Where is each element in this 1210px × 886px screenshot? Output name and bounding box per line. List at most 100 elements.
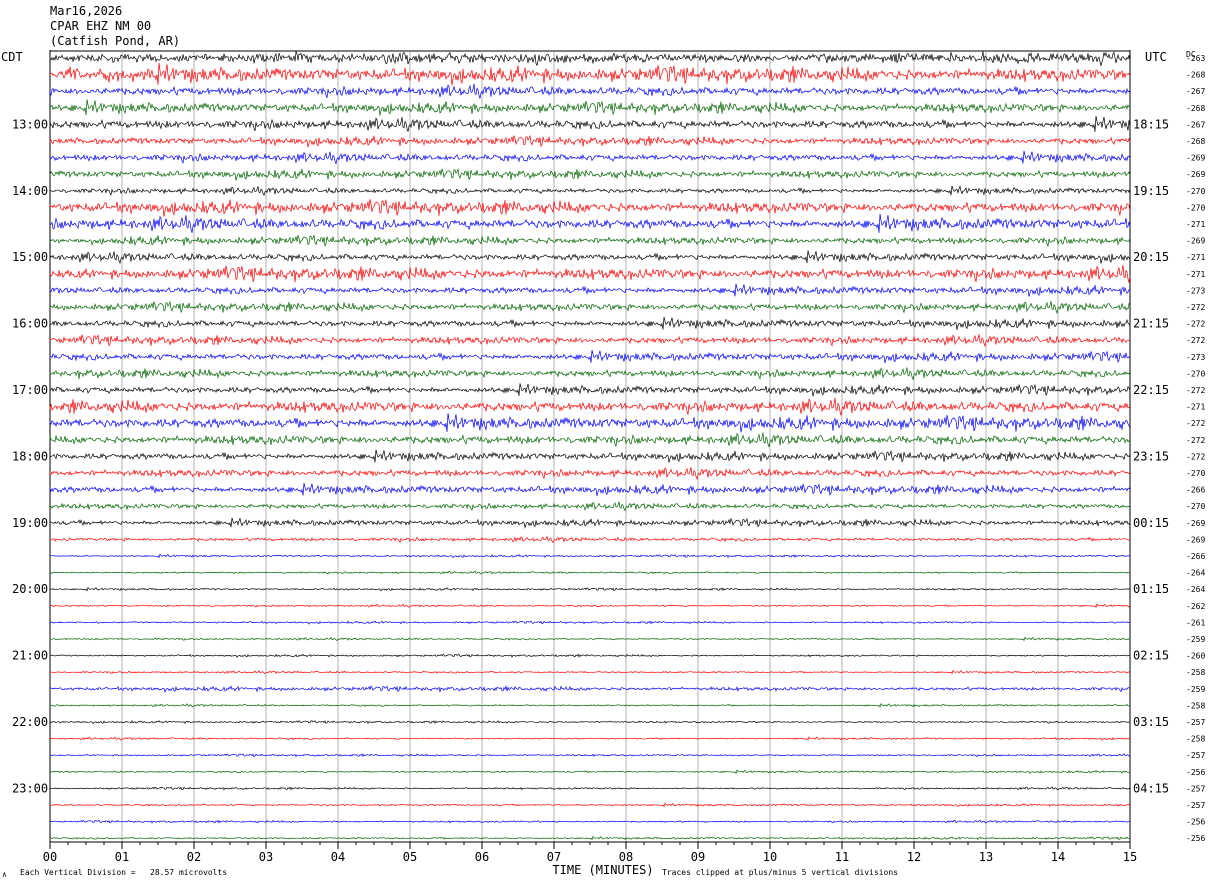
seismic-trace: [49, 350, 1131, 364]
x-tick-label: 07: [547, 850, 561, 864]
x-tick-label: 03: [259, 850, 273, 864]
seismic-trace: [49, 535, 1131, 543]
seismic-trace: [49, 482, 1131, 496]
dc-offset-label: -259: [1186, 635, 1205, 644]
seismic-trace: [49, 383, 1131, 397]
seismic-trace: [49, 413, 1131, 433]
dc-offset-label: -270: [1186, 203, 1205, 212]
seismic-trace: [49, 185, 1131, 197]
cdt-hour-label: 17:00: [12, 383, 48, 397]
cdt-hour-label: 21:00: [12, 649, 48, 663]
cdt-hour-label: 15:00: [12, 250, 48, 264]
seismic-trace: [49, 603, 1131, 609]
x-tick-label: 15: [1123, 850, 1137, 864]
x-tick-label: 13: [979, 850, 993, 864]
seismic-trace: [49, 753, 1131, 758]
dc-offset-label: -269: [1186, 170, 1205, 179]
seismic-trace: [49, 115, 1131, 132]
dc-offset-label: -266: [1186, 552, 1205, 561]
seismic-trace: [49, 517, 1131, 529]
dc-offset-label: -272: [1186, 452, 1205, 461]
dc-offset-label: -267: [1186, 120, 1205, 129]
dc-offset-label: -267: [1186, 87, 1205, 96]
dc-offset-label: -270: [1186, 187, 1205, 196]
seismic-trace: [49, 669, 1131, 675]
dc-offset-label: -257: [1186, 718, 1205, 727]
utc-hour-label: 00:15: [1133, 516, 1169, 530]
header-channel: CPAR EHZ NM 00: [50, 19, 152, 33]
dc-offset-label: -268: [1186, 71, 1205, 80]
seismic-trace: [49, 234, 1131, 248]
seismic-trace: [49, 316, 1131, 330]
seismic-trace: [49, 300, 1131, 315]
dc-header-label: DC: [1186, 50, 1196, 59]
utc-hour-label: 02:15: [1133, 649, 1169, 663]
utc-hour-label: 03:15: [1133, 715, 1169, 729]
dc-offset-label: -264: [1186, 569, 1205, 578]
cdt-hour-label: 22:00: [12, 715, 48, 729]
dc-offset-label: -258: [1186, 701, 1205, 710]
dc-offset-label: -271: [1186, 403, 1205, 412]
dc-offset-label: -269: [1186, 154, 1205, 163]
seismic-trace: [49, 819, 1131, 824]
dc-offset-label: -272: [1186, 436, 1205, 445]
dc-offset-label: -268: [1186, 137, 1205, 146]
dc-offset-label: -264: [1186, 585, 1205, 594]
seismic-trace: [49, 653, 1131, 658]
dc-offset-label: -263: [1186, 54, 1205, 63]
seismic-trace: [49, 736, 1131, 741]
time-axis: 00 01 02 03 04 05 06 07 08 09 10 11 12 13 14 15 13:00 14:…: [12, 54, 1205, 864]
utc-hour-label: 21:15: [1133, 317, 1169, 331]
seismic-trace: [49, 570, 1131, 575]
dc-offset-label: -257: [1186, 784, 1205, 793]
dc-offset-label: -272: [1186, 303, 1205, 312]
seismic-trace: [49, 432, 1131, 448]
seismic-trace: [49, 786, 1131, 791]
seismic-trace: [49, 167, 1131, 181]
seismic-trace: [49, 684, 1131, 693]
seismic-trace: [49, 501, 1131, 512]
dc-offset-label: -256: [1186, 834, 1205, 843]
utc-hour-label: 23:15: [1133, 449, 1169, 463]
dc-offset-label: -270: [1186, 469, 1205, 478]
dc-offset-label: -257: [1186, 801, 1205, 810]
x-tick-label: 06: [475, 850, 489, 864]
seismic-trace: [49, 283, 1131, 297]
scale-note: Each Vertical Division = 28.57 microvolt…: [20, 868, 228, 877]
x-tick-label: 10: [763, 850, 777, 864]
x-tick-label: 02: [187, 850, 201, 864]
dc-offset-label: -266: [1186, 486, 1205, 495]
seismic-trace: [49, 720, 1131, 725]
cdt-hour-label: 20:00: [12, 582, 48, 596]
seismic-trace: [49, 636, 1131, 642]
dc-offset-label: -270: [1186, 369, 1205, 378]
seismic-trace: [49, 199, 1131, 217]
cdt-hour-label: 19:00: [12, 516, 48, 530]
x-tick-label: 12: [907, 850, 921, 864]
dc-offset-label: -259: [1186, 685, 1205, 694]
dc-offset-label: -256: [1186, 768, 1205, 777]
cdt-hour-label: 18:00: [12, 449, 48, 463]
header-date: Mar16,2026: [50, 4, 123, 18]
utc-hour-label: 18:15: [1133, 117, 1169, 131]
corner-mark: ∧: [2, 870, 7, 879]
header-location: (Catfish Pond, AR): [50, 34, 181, 48]
dc-offset-label: -272: [1186, 320, 1205, 329]
left-timezone-label: CDT: [1, 50, 23, 64]
clip-note: Traces clipped at plus/minus 5 vertical …: [662, 868, 899, 877]
utc-hour-label: 01:15: [1133, 582, 1169, 596]
seismic-trace: [49, 835, 1131, 841]
seismic-trace: [49, 99, 1130, 116]
plot-grid: [49, 50, 1131, 842]
dc-offset-label: -268: [1186, 104, 1205, 113]
dc-offset-label: -271: [1186, 220, 1205, 229]
trace-group: [49, 50, 1131, 841]
dc-offset-label: -270: [1186, 502, 1205, 511]
dc-offset-label: -272: [1186, 336, 1205, 345]
dc-offset-label: -269: [1186, 237, 1205, 246]
seismic-trace: [49, 620, 1131, 625]
seismic-trace: [49, 134, 1131, 148]
seismic-trace: [49, 213, 1131, 233]
seismic-trace: [49, 333, 1131, 348]
seismic-trace: [49, 553, 1131, 559]
